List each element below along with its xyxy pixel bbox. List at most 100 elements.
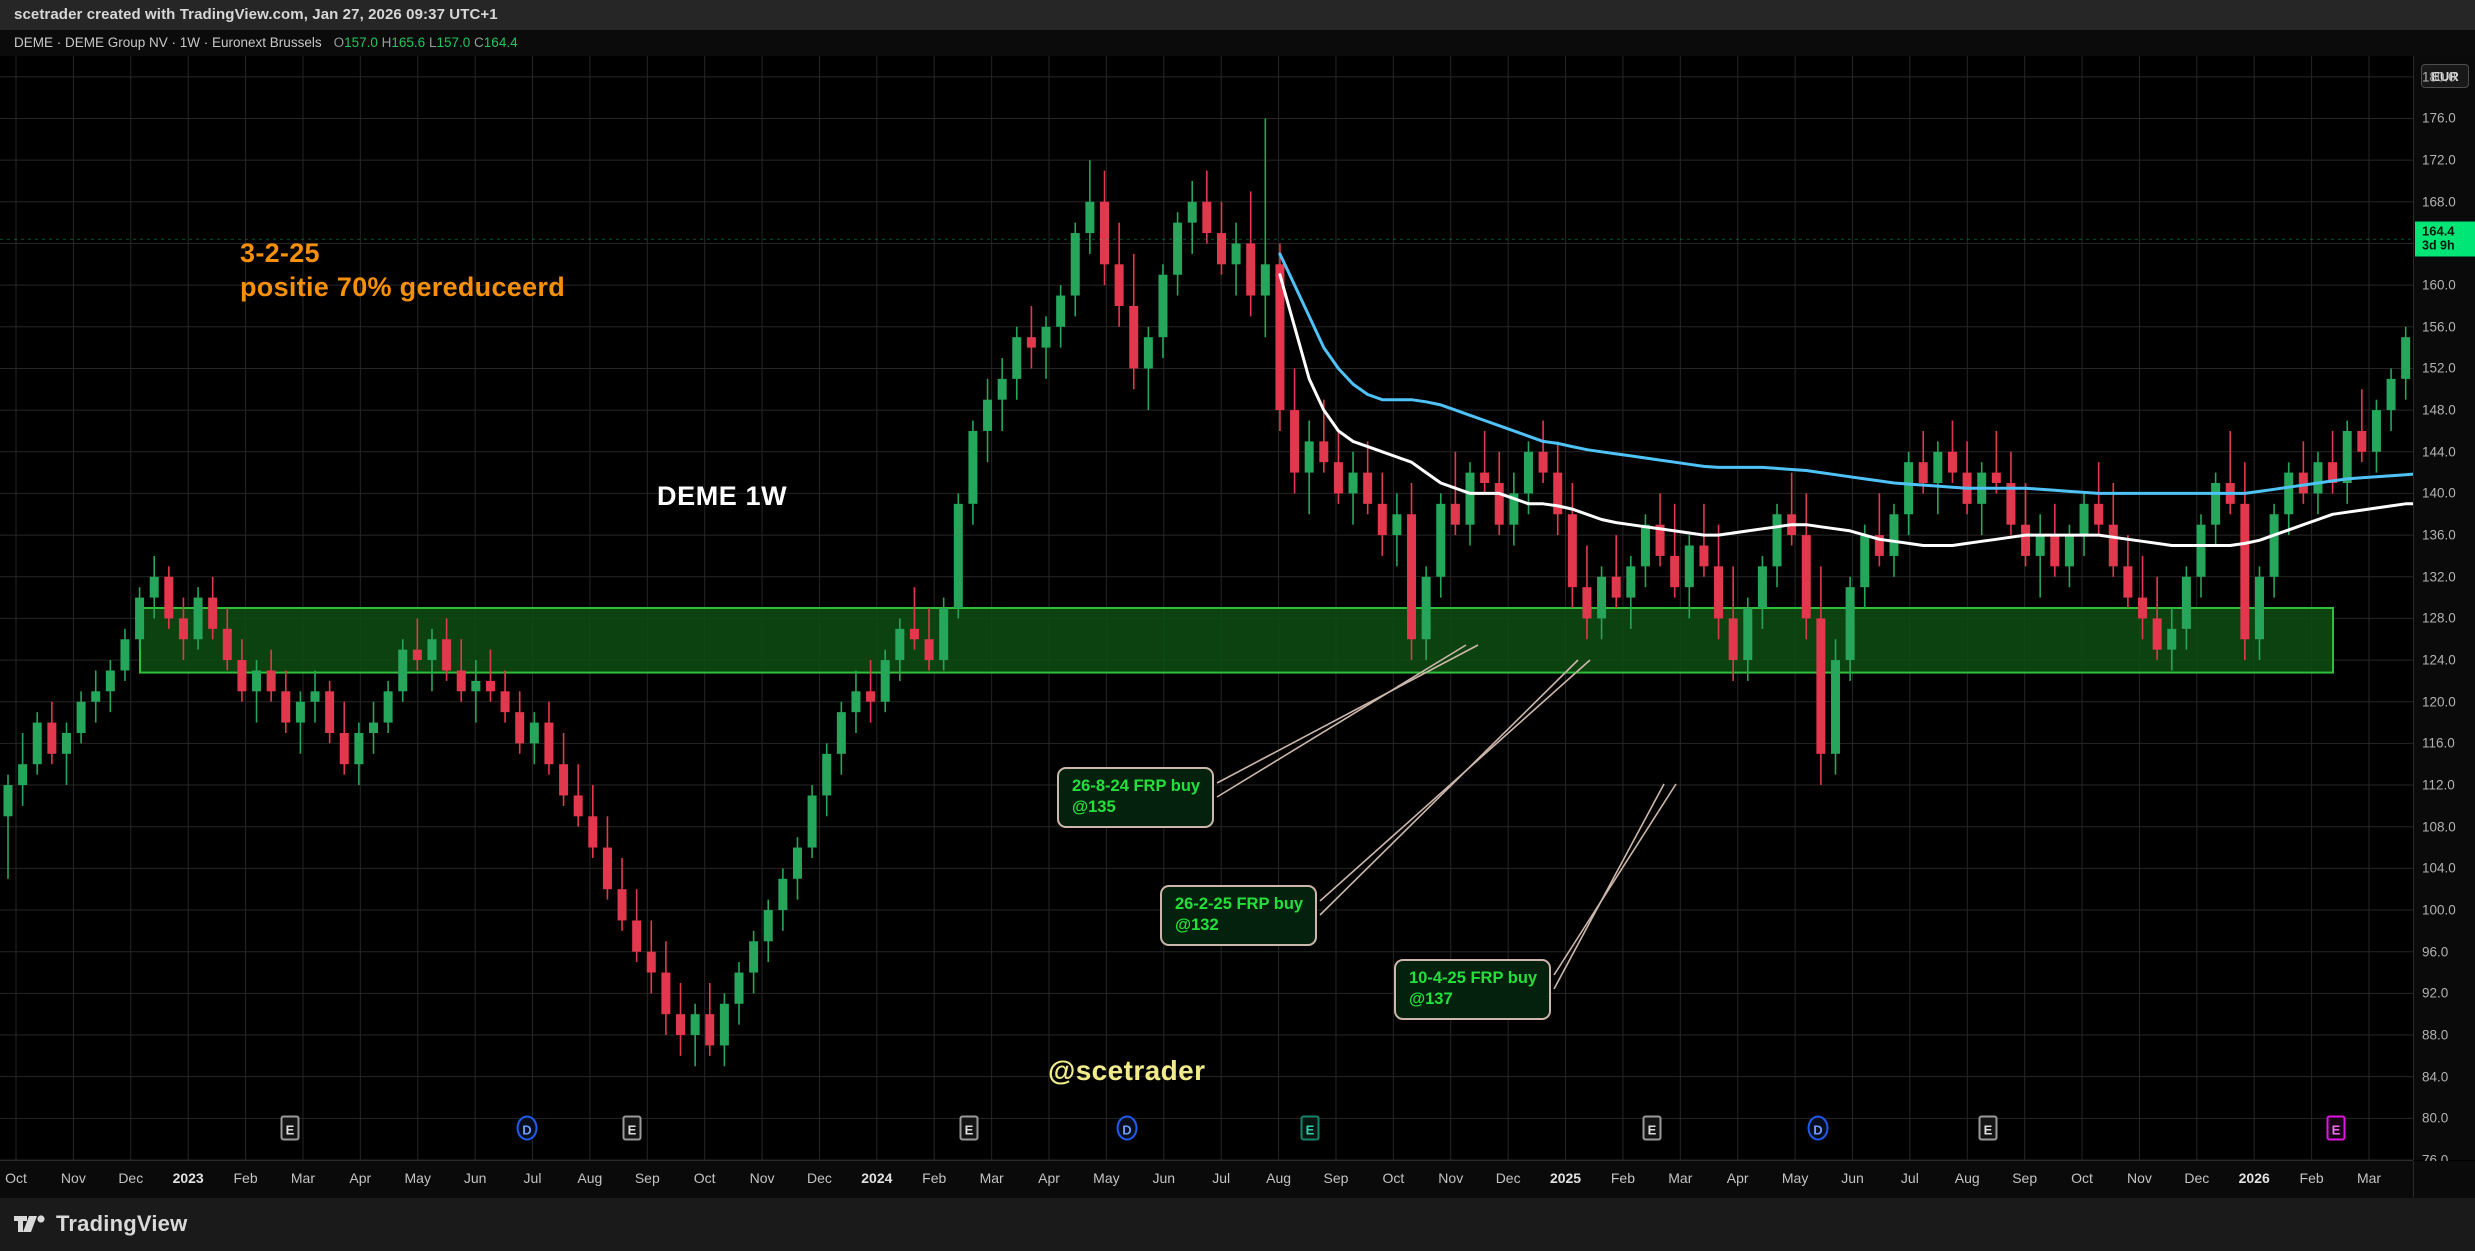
time-tick: Apr bbox=[349, 1170, 372, 1186]
open-label: O bbox=[333, 35, 345, 50]
time-tick: Apr bbox=[1038, 1170, 1060, 1186]
time-tick: Jul bbox=[1212, 1170, 1231, 1186]
time-tick: Mar bbox=[290, 1170, 315, 1186]
price-tick: 176.0 bbox=[2422, 110, 2456, 126]
event-marker-e[interactable]: E bbox=[1300, 1115, 1320, 1141]
time-tick: Sep bbox=[634, 1170, 660, 1186]
time-axis[interactable]: Oct Nov Dec 2023 Feb Mar Apr May Jun Jul Aug Sep Oct… bbox=[0, 1160, 2475, 1199]
candlestick-chart bbox=[0, 56, 2413, 1160]
ma-fast-line bbox=[1278, 273, 2413, 547]
price-tick: 132.0 bbox=[2422, 569, 2456, 585]
current-price-value: 164.4 bbox=[2422, 223, 2455, 239]
time-tick: Aug bbox=[1954, 1170, 1980, 1186]
time-tick: Nov bbox=[1438, 1170, 1464, 1186]
event-marker-d[interactable]: D bbox=[1807, 1115, 1829, 1141]
price-tick: 104.0 bbox=[2422, 860, 2456, 876]
price-tick: 128.0 bbox=[2422, 610, 2456, 626]
currency-badge[interactable]: EUR bbox=[2421, 64, 2469, 88]
price-tick: 148.0 bbox=[2422, 402, 2456, 418]
price-tick: 156.0 bbox=[2422, 319, 2456, 335]
time-tick: May bbox=[404, 1170, 431, 1186]
chart-title-watermark: DEME 1W bbox=[657, 481, 788, 511]
tradingview-logo[interactable]: TradingView bbox=[14, 1211, 187, 1237]
event-marker-d[interactable]: D bbox=[1116, 1115, 1138, 1141]
event-marker-d[interactable]: D bbox=[516, 1115, 538, 1141]
time-tick: 2024 bbox=[861, 1170, 893, 1186]
time-tick: Jul bbox=[523, 1170, 542, 1186]
time-tick: Jun bbox=[1841, 1170, 1864, 1186]
price-axis[interactable]: EUR 180.0176.0172.0168.0164.0160.0156.01… bbox=[2413, 56, 2475, 1168]
event-marker-e[interactable]: E bbox=[2326, 1115, 2346, 1141]
annotation-orange-note: 3-2-25 positie 70% gereduceerd bbox=[240, 238, 566, 302]
time-tick: Apr bbox=[1726, 1170, 1749, 1186]
event-marker-e[interactable]: E bbox=[1978, 1115, 1998, 1141]
time-tick: Jun bbox=[463, 1170, 487, 1186]
price-tick: 160.0 bbox=[2422, 277, 2456, 293]
time-tick: Nov bbox=[2126, 1170, 2152, 1186]
event-marker-e[interactable]: E bbox=[280, 1115, 300, 1141]
time-tick: Oct bbox=[1382, 1170, 1405, 1186]
time-tick: Feb bbox=[2299, 1170, 2324, 1186]
time-tick: Oct bbox=[693, 1170, 716, 1186]
low-value: 157.0 bbox=[436, 35, 471, 50]
time-tick: Mar bbox=[2356, 1170, 2382, 1186]
chart-plot-area[interactable]: 3-2-25 positie 70% gereduceerd DEME 1W @… bbox=[0, 56, 2413, 1160]
time-tick: May bbox=[1781, 1170, 1809, 1186]
time-tick: Dec bbox=[807, 1170, 832, 1186]
time-tick: Oct bbox=[5, 1170, 27, 1186]
tradingview-mark-icon bbox=[14, 1215, 45, 1232]
high-label: H bbox=[381, 35, 392, 50]
time-tick: Mar bbox=[1668, 1170, 1693, 1186]
low-label: L bbox=[428, 35, 437, 50]
price-tick: 136.0 bbox=[2422, 527, 2456, 543]
ma-slow-line bbox=[1278, 252, 2413, 495]
price-tick: 112.0 bbox=[2422, 777, 2455, 793]
event-marker-e[interactable]: E bbox=[622, 1115, 642, 1141]
trade-callout[interactable]: 26-8-24 FRP buy @135 bbox=[1057, 767, 1215, 828]
open-value: 157.0 bbox=[344, 35, 378, 50]
time-tick: Dec bbox=[118, 1170, 144, 1186]
time-tick: Nov bbox=[749, 1170, 775, 1186]
callout-leader-lines bbox=[1216, 644, 1677, 990]
time-tick: Aug bbox=[1266, 1170, 1292, 1186]
tradingview-wordmark: TradingView bbox=[56, 1211, 188, 1236]
price-tick: 116.0 bbox=[2422, 735, 2455, 751]
time-tick: Sep bbox=[2012, 1170, 2038, 1186]
price-tick: 108.0 bbox=[2422, 819, 2456, 835]
time-tick: Feb bbox=[922, 1170, 947, 1186]
price-tick: 172.0 bbox=[2422, 152, 2456, 168]
footer-bar: TradingView bbox=[0, 1198, 2475, 1251]
time-tick: May bbox=[1093, 1170, 1120, 1186]
close-label: C bbox=[474, 35, 484, 50]
symbol-label[interactable]: DEME · DEME Group NV · 1W · Euronext Bru… bbox=[14, 35, 322, 50]
price-tick: 124.0 bbox=[2422, 652, 2456, 668]
price-tick: 96.0 bbox=[2422, 944, 2449, 960]
price-tick: 100.0 bbox=[2422, 902, 2456, 918]
handle-watermark: @scetrader bbox=[1048, 1055, 1206, 1086]
trade-callout[interactable]: 10-4-25 FRP buy @137 bbox=[1394, 959, 1552, 1020]
event-marker-e[interactable]: E bbox=[959, 1115, 979, 1141]
time-tick: Oct bbox=[2071, 1170, 2093, 1186]
candle-series bbox=[3, 118, 2411, 1067]
price-tick: 84.0 bbox=[2422, 1069, 2449, 1085]
created-with-bar: scetrader created with TradingView.com, … bbox=[0, 0, 2475, 30]
time-tick: 2026 bbox=[2238, 1170, 2270, 1186]
event-marker-e[interactable]: E bbox=[1642, 1115, 1662, 1141]
time-tick: Jul bbox=[1900, 1170, 1919, 1186]
time-tick: Dec bbox=[1495, 1170, 1521, 1186]
time-tick: Nov bbox=[60, 1170, 86, 1186]
price-tick: 92.0 bbox=[2422, 985, 2449, 1001]
close-value: 164.4 bbox=[483, 35, 518, 50]
trade-callout[interactable]: 26-2-25 FRP buy @132 bbox=[1160, 885, 1318, 946]
symbol-info-bar: DEME · DEME Group NV · 1W · Euronext Bru… bbox=[0, 30, 2475, 56]
time-tick: 2025 bbox=[1549, 1170, 1582, 1186]
time-tick: Feb bbox=[1610, 1170, 1635, 1186]
axis-corner bbox=[2413, 1161, 2475, 1199]
time-tick: Sep bbox=[1323, 1170, 1349, 1186]
support-zone[interactable] bbox=[139, 607, 2334, 674]
current-price-badge: 164.4 3d 9h bbox=[2415, 221, 2475, 257]
price-tick: 140.0 bbox=[2422, 485, 2456, 501]
price-tick: 144.0 bbox=[2422, 444, 2456, 460]
price-tick: 80.0 bbox=[2422, 1110, 2449, 1126]
